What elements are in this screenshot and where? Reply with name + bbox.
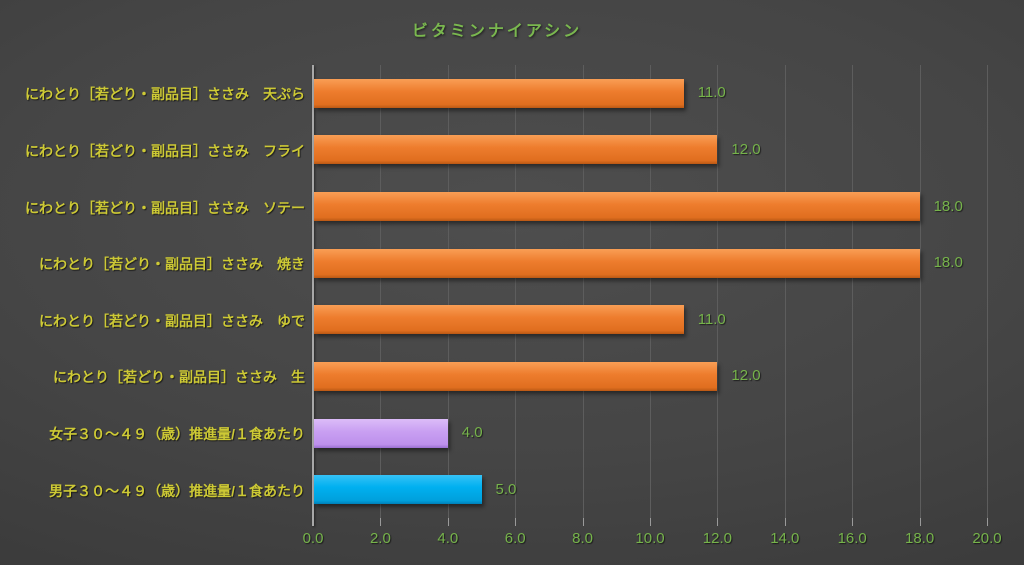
plot-area: 11.0 12.0 18.0 18.0 11.0 12.0 4.0 5.0 xyxy=(312,65,988,526)
bar-row: 5.0 xyxy=(313,461,987,518)
gridline xyxy=(650,65,651,518)
y-axis-line xyxy=(312,65,314,526)
x-tick-label: 20.0 xyxy=(972,530,1002,547)
axis-tick xyxy=(447,518,449,526)
bar-row: 18.0 xyxy=(313,178,987,235)
axis-tick xyxy=(717,518,719,526)
data-label: 11.0 xyxy=(697,310,726,328)
data-label: 5.0 xyxy=(495,480,517,498)
axis-tick xyxy=(650,518,651,526)
x-tick-label: 4.0 xyxy=(437,530,459,547)
x-tick-label: 10.0 xyxy=(635,530,665,547)
gridline xyxy=(447,65,449,518)
category-label: にわとり［若どり・副品目］ささみ フライ xyxy=(25,142,305,159)
x-tick-label: 6.0 xyxy=(504,530,526,547)
data-bar xyxy=(314,475,482,505)
axis-tick xyxy=(582,518,584,526)
data-bar xyxy=(314,135,718,165)
axis-tick xyxy=(515,518,517,526)
gridline xyxy=(987,65,988,518)
category-label: にわとり［若どり・副品目］ささみ 生 xyxy=(53,369,305,386)
category-label: にわとり［若どり・副品目］ささみ ゆで xyxy=(39,312,305,329)
x-tick-label: 18.0 xyxy=(904,530,935,547)
bar-row: 12.0 xyxy=(313,348,987,405)
x-tick-label: 12.0 xyxy=(702,530,732,547)
data-label: 4.0 xyxy=(461,424,483,442)
data-bar xyxy=(314,361,718,391)
axis-tick xyxy=(987,518,988,526)
gridline xyxy=(582,65,584,518)
category-label: 男子３０～４９（歳）推進量/１食あたり xyxy=(49,482,305,499)
bar-row: 11.0 xyxy=(313,65,987,122)
axis-tick xyxy=(784,518,786,526)
gridline xyxy=(380,65,382,518)
data-label: 12.0 xyxy=(731,367,761,385)
axis-tick xyxy=(852,518,854,526)
x-tick-label: 2.0 xyxy=(369,530,391,547)
data-bar xyxy=(314,248,920,278)
bar-row: 4.0 xyxy=(313,405,987,462)
bar-row: 12.0 xyxy=(313,122,987,179)
category-label: にわとり［若どり・副品目］ささみ ソテー xyxy=(25,199,305,216)
category-label: にわとり［若どり・副品目］ささみ 天ぷら xyxy=(25,86,305,103)
data-bar xyxy=(314,418,448,448)
data-label: 18.0 xyxy=(933,197,963,215)
bar-row: 11.0 xyxy=(313,292,987,349)
x-tick-label: 8.0 xyxy=(572,530,594,547)
chart-title: ビタミンナイアシン xyxy=(411,23,583,40)
axis-tick xyxy=(380,518,382,526)
data-label: 18.0 xyxy=(933,254,963,272)
gridline xyxy=(784,65,786,518)
gridline xyxy=(515,65,517,518)
x-tick-label: 16.0 xyxy=(837,530,867,547)
gridline xyxy=(717,65,719,518)
data-bar xyxy=(314,305,684,335)
data-label: 12.0 xyxy=(731,140,761,158)
gridline xyxy=(919,65,921,518)
bar-row: 18.0 xyxy=(313,235,987,292)
x-tick-label: 14.0 xyxy=(770,530,800,547)
axis-tick xyxy=(919,518,921,526)
gridline xyxy=(852,65,854,518)
data-bar xyxy=(314,192,920,222)
category-label: 女子３０～４９（歳）推進量/１食あたり xyxy=(49,426,305,443)
category-label: にわとり［若どり・副品目］ささみ 焼き xyxy=(39,256,305,273)
x-tick-label: 0.0 xyxy=(302,530,324,547)
data-label: 11.0 xyxy=(697,84,726,102)
data-bar xyxy=(314,78,684,108)
